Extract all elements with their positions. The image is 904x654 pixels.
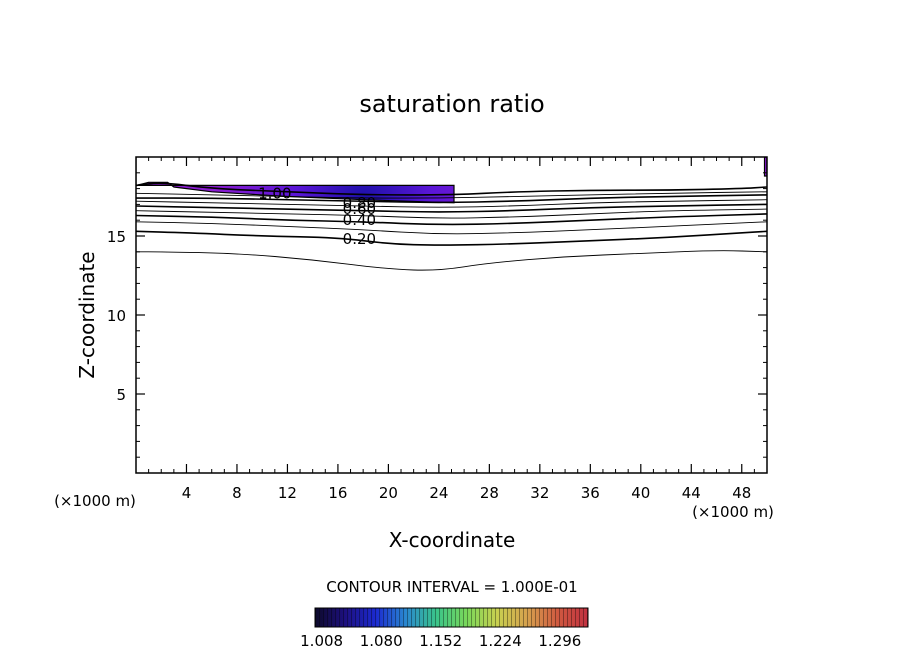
x-unit-right: (×1000 m) (692, 503, 774, 521)
x-tick-label: 16 (328, 484, 347, 502)
colorbar: 1.008 1.080 1.152 1.224 1.296 (300, 607, 589, 650)
plot-frame (135, 156, 768, 474)
colorbar-tick-label: 1.224 (479, 632, 522, 650)
x-tick-label: 8 (232, 484, 242, 502)
contour-line (136, 221, 767, 235)
colorbar-tick-label: 1.152 (419, 632, 462, 650)
chart-title: saturation ratio (359, 90, 544, 118)
x-tick-label: 36 (581, 484, 600, 502)
x-axis-label: X-coordinate (389, 528, 516, 552)
x-tick-label: 12 (278, 484, 297, 502)
contour-line (136, 191, 767, 199)
contour-label: 1.00 (258, 184, 291, 202)
y-tick-label: 15 (107, 228, 126, 246)
colorbar-tick-labels: 1.008 1.080 1.152 1.224 1.296 (300, 632, 581, 650)
x-tick-label: 20 (379, 484, 398, 502)
y-tick-label: 10 (107, 307, 126, 325)
contour-label: 0.20 (343, 230, 376, 248)
contour-line (136, 230, 767, 246)
x-tick-label: 44 (682, 484, 701, 502)
supersaturated-region (136, 157, 455, 204)
contour-line (136, 182, 767, 196)
colorbar-frame (314, 607, 589, 628)
y-axis-label: Z-coordinate (75, 251, 99, 378)
colorbar-tick-label: 1.008 (300, 632, 343, 650)
x-tick-label: 24 (429, 484, 448, 502)
contour-label: 0.40 (343, 211, 376, 229)
x-tick-label: 48 (732, 484, 751, 502)
contour-line (136, 213, 767, 226)
x-tick-label: 40 (631, 484, 650, 502)
x-tick-label: 32 (530, 484, 549, 502)
x-tick-label: 28 (480, 484, 499, 502)
contour-line (136, 208, 767, 219)
contour-line (136, 194, 767, 204)
x-unit-left: (×1000 m) (54, 492, 136, 510)
contour-line (136, 199, 767, 208)
contour-lines (136, 182, 767, 271)
x-tick-label: 4 (182, 484, 192, 502)
contour-labels: 1.00 0.800.600.400.20 (258, 184, 376, 248)
colorbar-stripes (315, 608, 588, 627)
contour-label: 0.80 (343, 194, 376, 212)
colorbar-tick-label: 1.080 (360, 632, 403, 650)
y-tick-label: 5 (116, 386, 126, 404)
colorbar-tick-label: 1.296 (538, 632, 581, 650)
contour-interval-text: CONTOUR INTERVAL = 1.000E-01 (326, 578, 577, 596)
contour-line (136, 250, 767, 271)
contour-line (136, 203, 767, 213)
contour-label: 0.60 (343, 200, 376, 218)
